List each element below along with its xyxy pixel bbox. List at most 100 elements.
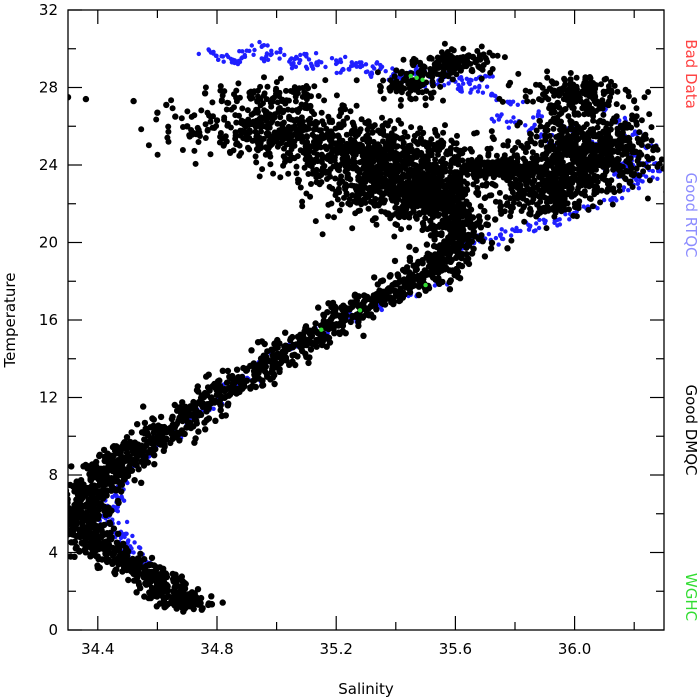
dmqc-point [165,138,172,145]
rtqc-point [508,119,514,124]
dmqc-point [447,188,454,195]
dmqc-point [379,114,385,121]
dmqc-point [309,170,316,177]
dmqc-point [567,141,574,148]
dmqc-point [303,190,310,197]
dmqc-point [103,558,111,566]
dmqc-point [406,187,413,194]
dmqc-point [97,522,105,529]
dmqc-point [384,288,391,296]
dmqc-point [463,244,470,251]
dmqc-point [454,185,461,192]
dmqc-point [564,167,571,174]
dmqc-point [349,159,356,166]
dmqc-point [355,174,362,181]
dmqc-point [299,203,306,210]
dmqc-point [318,341,326,349]
dmqc-point [294,153,301,160]
dmqc-point [487,245,495,252]
dmqc-point [105,504,112,511]
dmqc-point [589,126,596,133]
dmqc-point [558,134,565,141]
dmqc-point [68,553,74,560]
dmqc-point [344,182,351,189]
dmqc-point [436,279,443,286]
rtqc-point [124,519,130,525]
dmqc-point [433,267,441,275]
rtqc-point [334,70,339,76]
dmqc-point [267,153,274,160]
rtqc-point [350,63,355,68]
dmqc-point [312,118,319,125]
dmqc-point [378,288,385,295]
rtqc-point [136,545,142,550]
rtqc-point [491,119,497,124]
rtqc-point [359,60,364,65]
dmqc-point [223,379,231,386]
rtqc-point [302,51,307,57]
dmqc-point [401,291,408,298]
dmqc-point [359,186,366,193]
dmqc-point [440,129,447,136]
dmqc-point [208,600,215,608]
dmqc-point [173,605,180,612]
rtqc-point [211,406,216,411]
dmqc-point [115,530,122,537]
dmqc-point [232,132,239,139]
dmqc-point [406,254,414,262]
rtqc-point [555,223,560,228]
dmqc-point [265,124,272,131]
dmqc-point [169,575,177,583]
dmqc-point [492,216,499,223]
dmqc-point [522,149,529,156]
dmqc-point [128,429,135,436]
dmqc-point [111,447,119,455]
rtqc-point [457,76,462,81]
dmqc-point [666,155,672,161]
dmqc-point [57,500,63,506]
dmqc-point [77,526,84,533]
dmqc-point [443,150,450,157]
dmqc-point [544,121,551,128]
rtqc-point [268,52,273,58]
dmqc-point [113,471,120,478]
dmqc-point [408,181,414,188]
dmqc-point [581,188,588,195]
dmqc-point [251,371,258,378]
dmqc-point [360,136,366,143]
dmqc-point [334,196,341,203]
dmqc-point [73,503,80,510]
dmqc-point [325,334,333,342]
dmqc-point [76,548,83,555]
dmqc-point [518,142,525,149]
dmqc-point [615,156,622,163]
rtqc-point [626,188,631,193]
rtqc-point [360,63,365,68]
dmqc-point [159,569,166,576]
dmqc-point [77,487,84,494]
dmqc-point [137,550,144,557]
dmqc-point [608,177,615,184]
dmqc-point [646,177,653,184]
dmqc-point [174,593,181,600]
dmqc-point [459,192,466,198]
dmqc-point [437,168,444,175]
dmqc-point [271,380,278,388]
dmqc-point [211,380,218,388]
dmqc-point [564,150,571,157]
dmqc-point [94,532,102,540]
dmqc-point [186,132,193,139]
rtqc-point [493,235,499,241]
rtqc-point [541,217,546,222]
dmqc-point [121,439,128,446]
dmqc-point [413,151,420,158]
dmqc-point [380,190,387,197]
dmqc-point [57,510,63,516]
dmqc-point [406,243,413,250]
dmqc-point [263,370,270,378]
dmqc-point [391,233,398,240]
rtqc-point [216,57,221,62]
dmqc-point [439,256,446,263]
dmqc-point [58,507,64,513]
dmqc-point [280,119,287,126]
